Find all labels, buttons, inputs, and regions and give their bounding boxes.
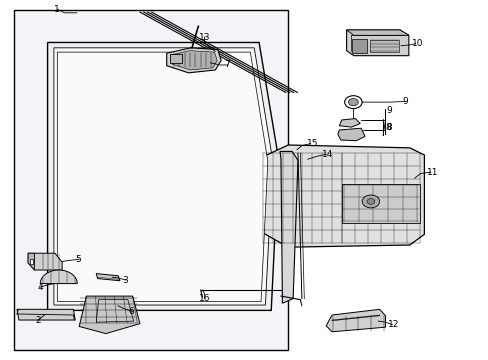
- Bar: [14, 10, 287, 350]
- Bar: [170, 54, 182, 63]
- Circle shape: [348, 99, 358, 106]
- Text: 9: 9: [386, 106, 391, 115]
- Text: 12: 12: [387, 320, 399, 329]
- Text: 13: 13: [199, 33, 210, 42]
- Polygon shape: [166, 48, 221, 73]
- Text: 4: 4: [38, 283, 43, 292]
- Polygon shape: [79, 296, 140, 334]
- Polygon shape: [17, 309, 75, 320]
- Polygon shape: [170, 51, 217, 70]
- Text: 7: 7: [224, 60, 229, 69]
- Text: 5: 5: [75, 255, 81, 264]
- Text: 8: 8: [385, 123, 390, 132]
- Polygon shape: [54, 48, 272, 305]
- Circle shape: [344, 96, 362, 109]
- Polygon shape: [280, 152, 297, 303]
- Text: 15: 15: [306, 139, 318, 148]
- Text: 9: 9: [401, 97, 407, 106]
- Bar: [30, 258, 33, 264]
- Text: 16: 16: [199, 294, 210, 303]
- Text: 11: 11: [426, 168, 437, 177]
- Polygon shape: [57, 52, 267, 301]
- Text: 3: 3: [122, 275, 127, 284]
- Text: 1: 1: [54, 5, 60, 14]
- Circle shape: [362, 195, 379, 208]
- Text: 8: 8: [386, 123, 391, 132]
- Bar: [352, 39, 366, 53]
- Polygon shape: [40, 270, 77, 284]
- Polygon shape: [325, 309, 385, 332]
- Polygon shape: [341, 184, 419, 223]
- Text: 14: 14: [322, 150, 333, 159]
- Polygon shape: [47, 42, 278, 310]
- Circle shape: [366, 199, 374, 204]
- Text: 6: 6: [128, 307, 134, 316]
- Polygon shape: [28, 253, 62, 270]
- Bar: [369, 40, 398, 52]
- Text: 2: 2: [35, 315, 41, 324]
- Polygon shape: [337, 128, 365, 141]
- Polygon shape: [28, 253, 34, 270]
- Polygon shape: [346, 30, 408, 56]
- Polygon shape: [259, 145, 424, 247]
- Polygon shape: [331, 315, 379, 321]
- Text: 10: 10: [411, 39, 423, 48]
- Polygon shape: [346, 30, 408, 35]
- Polygon shape: [96, 274, 120, 281]
- Polygon shape: [339, 118, 360, 127]
